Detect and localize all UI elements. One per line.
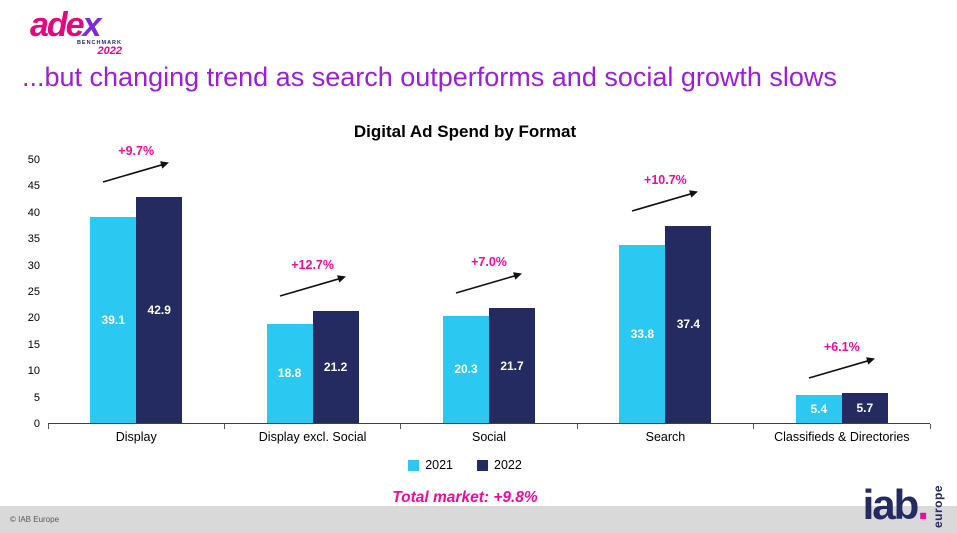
- y-axis-label: 10: [27, 365, 40, 378]
- adex-brand-text: adex: [30, 8, 130, 42]
- iab-europe-logo: iab. europe: [863, 483, 945, 530]
- copyright: © IAB Europe: [10, 515, 60, 524]
- bar-2021: 33.8: [619, 244, 666, 423]
- bar-2022: 5.7: [841, 392, 888, 423]
- y-axis-label: 20: [27, 312, 40, 325]
- bar-value-label: 33.8: [630, 326, 655, 341]
- adex-logo: adex BENCHMARK 2022: [30, 8, 130, 57]
- bar-group: +7.0% 20.3 21.7 Social: [401, 160, 579, 444]
- footer-bar: © IAB Europe: [0, 506, 957, 533]
- bar-2021: 18.8: [266, 323, 313, 423]
- y-axis-label: 45: [27, 180, 40, 193]
- bar-2021: 39.1: [90, 216, 137, 423]
- growth-arrow-icon: [279, 275, 346, 297]
- bar-value-label: 21.2: [323, 360, 348, 375]
- iab-logo-dot: .: [917, 480, 929, 528]
- y-axis-label: 35: [27, 233, 40, 246]
- bar-2022: 21.7: [489, 308, 536, 423]
- growth-label: +6.1%: [823, 339, 860, 354]
- adex-text-main: ade: [30, 6, 85, 44]
- y-axis-label: 25: [27, 286, 40, 298]
- bar-group: +12.7% 18.8 21.2 Display excl. Social: [224, 160, 402, 444]
- adex-benchmark-text: BENCHMARK: [76, 40, 122, 46]
- growth-label: +9.7%: [118, 143, 155, 158]
- growth-annotation: +9.7%: [81, 144, 191, 185]
- y-axis-label: 15: [27, 338, 40, 351]
- bar-group: +6.1% 5.4 5.7 Classifieds & Directories: [754, 160, 931, 444]
- legend-label: 2021: [425, 458, 453, 472]
- headline: ...but changing trend as search outperfo…: [22, 62, 837, 92]
- growth-annotation: +10.7%: [610, 173, 720, 214]
- category-label: Display excl. Social: [258, 430, 367, 444]
- legend-swatch-icon: [408, 459, 420, 471]
- growth-annotation: +12.7%: [258, 258, 368, 299]
- bar-pair: 20.3 21.7: [443, 308, 536, 423]
- y-axis: 0 5 10 15 20 25 30 35 40 45 50: [14, 154, 40, 430]
- bar-2021: 20.3: [443, 315, 490, 423]
- growth-arrow-icon: [808, 357, 875, 379]
- growth-label: +10.7%: [644, 172, 687, 187]
- bar-group: +10.7% 33.8 37.4 Search: [577, 160, 755, 444]
- total-market-label: Total market: +9.8%: [392, 489, 538, 506]
- y-axis-label: 40: [27, 206, 40, 219]
- bar-2021: 5.4: [795, 394, 842, 423]
- growth-arrow-icon: [102, 160, 170, 183]
- y-axis-label: 0: [33, 418, 40, 430]
- category-label: Search: [645, 430, 686, 444]
- bar-pair: 33.8 37.4: [619, 225, 712, 423]
- adex-year-text: 2022: [97, 45, 122, 57]
- bar-value-label: 37.4: [676, 317, 701, 332]
- bar-value-label: 20.3: [454, 362, 478, 377]
- growth-label: +12.7%: [291, 258, 334, 273]
- iab-logo-name: iab: [862, 480, 920, 528]
- bar-pair: 18.8 21.2: [266, 311, 359, 423]
- legend-item: 2022: [477, 458, 522, 472]
- adex-logo-subtext: BENCHMARK 2022: [30, 40, 122, 57]
- legend: 2021 2022: [0, 458, 930, 472]
- category-label: Social: [471, 430, 507, 444]
- chart-title: Digital Ad Spend by Format: [353, 122, 577, 141]
- y-axis-label: 50: [27, 154, 40, 166]
- growth-arrow-icon: [632, 189, 699, 212]
- plot-area: +9.7% 39.1 42.9 Display +12.7% 18.8 21.2 Displa…: [48, 144, 931, 444]
- bar-group: +9.7% 39.1 42.9 Display: [48, 144, 226, 444]
- bar-value-label: 18.8: [277, 366, 302, 381]
- legend-label: 2022: [494, 458, 522, 472]
- bar-2022: 42.9: [136, 196, 183, 423]
- bar-2022: 37.4: [665, 225, 712, 423]
- growth-label: +7.0%: [471, 255, 507, 270]
- y-axis-label: 5: [33, 391, 40, 404]
- legend-swatch-icon: [477, 459, 488, 471]
- y-axis-label: 30: [27, 259, 40, 272]
- bar-value-label: 39.1: [101, 312, 125, 327]
- adex-text-x: x: [82, 6, 102, 44]
- bar-value-label: 5.7: [856, 400, 874, 415]
- bar-value-label: 42.9: [147, 302, 171, 317]
- iab-logo-text: iab.: [863, 483, 929, 530]
- category-label: Classifieds & Directories: [774, 430, 910, 444]
- legend-item: 2021: [408, 458, 453, 472]
- bar-pair: 39.1 42.9: [90, 196, 183, 423]
- category-label: Display: [115, 430, 157, 444]
- growth-annotation: +7.0%: [434, 255, 544, 296]
- bar-2022: 21.2: [312, 311, 359, 423]
- bar-value-label: 21.7: [500, 358, 524, 373]
- bar-value-label: 5.4: [810, 401, 828, 416]
- growth-arrow-icon: [455, 272, 523, 295]
- bar-pair: 5.4 5.7: [795, 392, 888, 423]
- iab-logo-region: europe: [931, 484, 945, 528]
- growth-annotation: +6.1%: [787, 340, 897, 381]
